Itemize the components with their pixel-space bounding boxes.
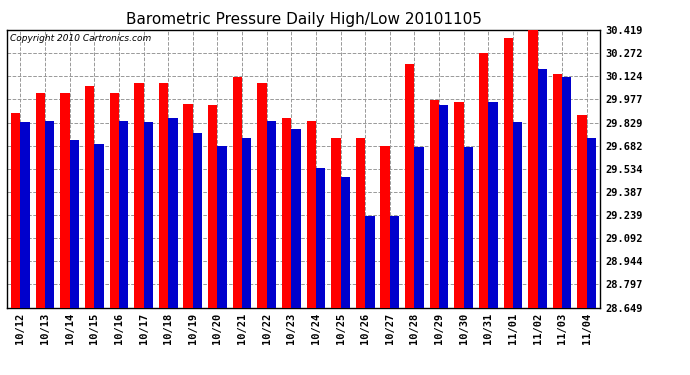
Bar [159, 83, 168, 308]
Bar [356, 138, 365, 308]
Text: Copyright 2010 Cartronics.com: Copyright 2010 Cartronics.com [10, 34, 151, 43]
Bar [242, 138, 251, 308]
Bar [95, 144, 103, 308]
Bar [586, 138, 596, 308]
Bar [70, 140, 79, 308]
Title: Barometric Pressure Daily High/Low 20101105: Barometric Pressure Daily High/Low 20101… [126, 12, 482, 27]
Bar [365, 216, 375, 308]
Bar [306, 121, 316, 308]
Bar [578, 114, 586, 308]
Bar [144, 122, 153, 308]
Bar [282, 118, 291, 308]
Bar [454, 102, 464, 308]
Bar [504, 38, 513, 308]
Bar [538, 69, 547, 308]
Bar [233, 77, 242, 308]
Bar [390, 216, 399, 308]
Bar [528, 30, 538, 308]
Bar [405, 64, 415, 308]
Bar [217, 146, 227, 308]
Bar [21, 122, 30, 308]
Bar [380, 146, 390, 308]
Bar [553, 74, 562, 308]
Bar [60, 93, 70, 308]
Bar [430, 100, 439, 308]
Bar [341, 177, 350, 308]
Bar [513, 122, 522, 308]
Bar [331, 138, 341, 308]
Bar [85, 86, 95, 308]
Bar [134, 83, 144, 308]
Bar [11, 113, 21, 308]
Bar [415, 147, 424, 308]
Bar [193, 134, 202, 308]
Bar [119, 121, 128, 308]
Bar [45, 121, 55, 308]
Bar [208, 105, 217, 308]
Bar [257, 83, 266, 308]
Bar [266, 121, 276, 308]
Bar [439, 105, 449, 308]
Bar [489, 102, 497, 308]
Bar [168, 118, 177, 308]
Bar [36, 93, 45, 308]
Bar [316, 168, 325, 308]
Bar [464, 147, 473, 308]
Bar [562, 77, 571, 308]
Bar [110, 93, 119, 308]
Bar [184, 104, 193, 308]
Bar [479, 53, 489, 307]
Bar [291, 129, 301, 308]
